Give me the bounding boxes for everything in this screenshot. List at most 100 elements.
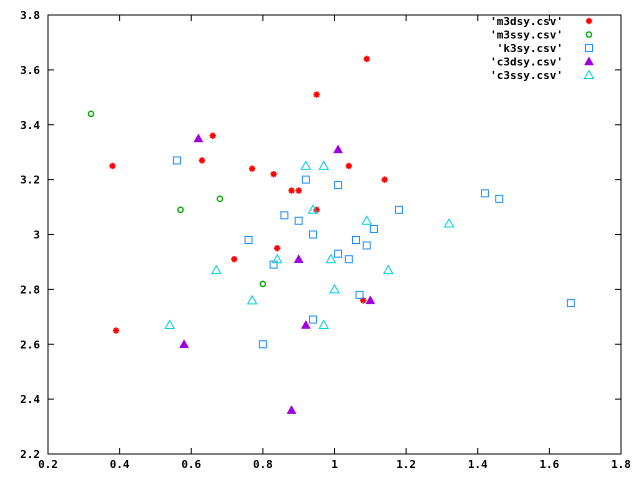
x-tick-label: 1.6 [539,458,559,471]
data-point [369,225,378,234]
data-point [345,162,353,170]
x-tick-label: 0.4 [110,458,130,471]
data-point [381,176,388,183]
legend-entry: 'k3sy.csv' [497,42,593,55]
data-point [344,255,353,264]
data-point [313,91,320,98]
data-point [334,181,343,190]
data-point [480,189,489,198]
x-tick-label: 1.8 [611,458,631,471]
x-tick-label: 0.6 [181,458,201,471]
data-point [293,254,304,263]
y-tick-label: 3.8 [20,9,40,22]
data-point [585,44,593,52]
x-tick-label: 1 [331,458,338,471]
data-point [87,110,95,118]
data-point [259,280,267,288]
data-point [334,249,343,258]
data-point [179,339,190,348]
data-point [294,216,303,225]
data-point [210,264,222,275]
x-tick-label: 1.4 [468,458,488,471]
data-point [333,144,344,154]
legend-entry: 'c3dsy.csv' [490,56,594,69]
data-point [193,133,204,143]
data-point [246,294,258,305]
series-triangle-filled [179,133,376,414]
y-tick-label: 2.8 [20,283,40,296]
y-tick-label: 2.6 [20,338,40,351]
data-point [280,211,289,220]
legend-entry: 'm3ssy.csv' [490,29,593,42]
points-layer [87,55,575,414]
data-point [355,290,364,299]
data-point [286,405,297,414]
data-point [288,187,295,194]
x-tick-label: 1.2 [396,458,416,471]
data-point [361,215,373,225]
y-tick-label: 2.4 [20,393,40,406]
data-point [363,55,370,63]
legend-label: 'm3ssy.csv' [490,29,563,42]
data-point [382,264,394,275]
legend-entry: 'c3ssy.csv' [490,69,595,82]
data-point [295,187,302,194]
data-point [274,245,281,252]
data-point [585,17,593,25]
data-point [566,299,575,308]
legend-label: 'm3dsy.csv' [490,15,563,28]
data-point [351,235,360,244]
data-point [177,206,184,214]
data-point [585,31,593,38]
data-point [231,255,238,263]
y-tick-label: 3.2 [20,174,40,187]
data-point [271,253,283,264]
series-triangle-open [164,160,455,330]
data-point [329,283,340,294]
legend-label: 'k3sy.csv' [497,42,563,55]
y-tick-label: 3.4 [20,119,40,132]
y-tick-label: 3.6 [20,64,40,77]
data-point [300,320,311,329]
data-point [318,160,330,170]
legend-label: 'c3dsy.csv' [490,56,563,69]
data-point [109,162,116,170]
data-point [309,315,318,324]
data-point [394,205,403,214]
data-point [309,230,318,239]
data-point [301,175,310,184]
data-point [112,327,120,334]
legend-entry: 'm3dsy.csv' [490,15,593,28]
data-point [198,157,206,164]
data-point [443,218,455,228]
series-circle-open [87,110,267,288]
data-point [172,156,181,165]
data-point [248,165,256,172]
data-point [209,132,216,139]
data-point [164,319,176,330]
legend: 'm3dsy.csv''m3ssy.csv''k3sy.csv''c3dsy.c… [490,15,595,82]
data-point [583,69,595,79]
data-point [258,340,267,349]
data-point [365,295,376,305]
x-tick-label: 0.2 [38,458,58,471]
data-point [362,241,371,250]
legend-label: 'c3ssy.csv' [490,69,563,82]
y-tick-label: 3 [33,229,40,242]
data-point [244,235,253,244]
data-point [318,319,330,330]
series-square-open [172,156,575,349]
data-point [495,194,504,203]
data-point [216,195,224,203]
data-point [325,253,337,264]
data-point [300,160,312,170]
x-tick-label: 0.8 [253,458,273,471]
y-tick-label: 2.2 [20,448,40,461]
axes-layer: 0.2 0.4 0.6 0.8 1 1.2 1.4 1.6 1.8 2.2 2.4 2.6 2.8 3 3.… [20,9,631,471]
data-point [584,56,594,66]
data-point [307,204,319,214]
series-asterisk [109,55,388,334]
data-point [270,170,277,178]
